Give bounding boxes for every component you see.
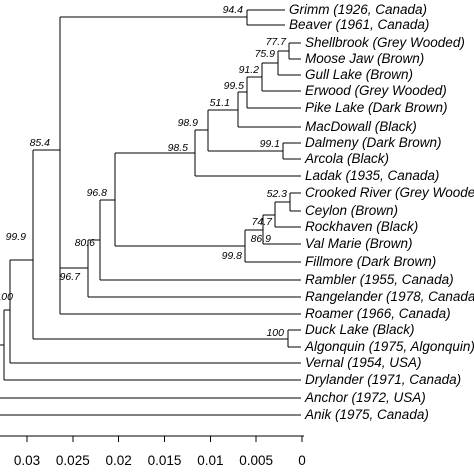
leaf-label: Roamer (1966, Canada) xyxy=(305,306,451,321)
leaf-label: Arcola (Black) xyxy=(304,151,389,166)
axis-tick-label: 0.005 xyxy=(239,453,273,468)
leaf-label: Erwood (Grey Wooded) xyxy=(305,83,447,98)
leaf-label: Rambler (1955, Canada) xyxy=(305,272,454,287)
bootstrap-value: 100 xyxy=(0,291,13,303)
bootstrap-value: 96.7 xyxy=(60,271,82,283)
leaf-label: Dalmeny (Dark Brown) xyxy=(305,135,442,150)
bootstrap-value: 77.7 xyxy=(266,36,288,48)
bootstrap-value: 94.4 xyxy=(223,4,244,16)
leaf-label: Grimm (1926, Canada) xyxy=(289,2,427,17)
leaf-label: Duck Lake (Black) xyxy=(305,322,415,337)
bootstrap-value: 99.5 xyxy=(224,80,245,92)
bootstrap-value: 96.8 xyxy=(87,187,108,199)
bootstrap-value: 98.5 xyxy=(168,142,189,154)
leaf-label: Beaver (1961, Canada) xyxy=(289,17,429,32)
axis-tick-label: 0.015 xyxy=(148,453,182,468)
axis-tick-label: 0 xyxy=(298,453,306,468)
leaf-label: Ladak (1935, Canada) xyxy=(305,168,439,183)
bootstrap-value: 98.9 xyxy=(178,117,199,129)
leaf-label: MacDowall (Black) xyxy=(305,119,417,134)
axis-tick-label: 0.025 xyxy=(56,453,90,468)
bootstrap-value: 74.7 xyxy=(252,216,274,228)
bootstrap-value: 99.9 xyxy=(6,231,27,243)
leaf-label: Anchor (1972, USA) xyxy=(304,390,426,405)
leaf-label: Ceylon (Brown) xyxy=(305,203,398,218)
bootstrap-value: 52.3 xyxy=(267,188,288,200)
bootstrap-value: 51.1 xyxy=(210,97,230,109)
bootstrap-values: 94.4 77.7 75.9 91.2 99.5 51.1 98.9 99.1 … xyxy=(0,4,287,339)
bootstrap-value: 75.9 xyxy=(255,48,276,60)
leaf-labels: Grimm (1926, Canada) Beaver (1961, Canad… xyxy=(289,2,474,422)
leaf-label: Algonquin (1975, Algonquin) xyxy=(304,339,474,354)
leaf-label: Vernal (1954, USA) xyxy=(305,355,422,370)
leaf-label: Rangelander (1978, Canada) xyxy=(305,289,474,304)
leaf-label: Drylander (1971, Canada) xyxy=(305,372,461,387)
leaf-label: Val Marie (Brown) xyxy=(305,236,413,251)
leaf-label: Moose Jaw (Brown) xyxy=(305,51,424,66)
bootstrap-value: 91.2 xyxy=(239,64,260,76)
axis-tick-label: 0.02 xyxy=(106,453,132,468)
axis-tick-label: 0.01 xyxy=(197,453,223,468)
leaf-label: Anik (1975, Canada) xyxy=(304,407,429,422)
bootstrap-value: 80.6 xyxy=(75,237,96,249)
axis-ticks: 0.03 0.025 0.02 0.015 0.01 0.005 0 xyxy=(14,436,306,468)
leaf-label: Shellbrook (Grey Wooded) xyxy=(305,35,465,50)
leaf-label: Crooked River (Grey Wooded) xyxy=(305,185,474,200)
tree-branches xyxy=(0,9,301,416)
x-axis: 0.03 0.025 0.02 0.015 0.01 0.005 0 xyxy=(0,435,306,468)
bootstrap-value: 100 xyxy=(266,327,284,339)
bootstrap-value: 85.4 xyxy=(30,137,51,149)
bootstrap-value: 99.1 xyxy=(260,138,280,150)
leaf-label: Gull Lake (Brown) xyxy=(305,67,413,82)
leaf-label: Fillmore (Dark Brown) xyxy=(305,254,436,269)
bootstrap-value: 99.8 xyxy=(222,250,243,262)
bootstrap-value: 86.9 xyxy=(251,233,272,245)
leaf-label: Pike Lake (Dark Brown) xyxy=(305,100,448,115)
leaf-label: Rockhaven (Black) xyxy=(305,219,418,234)
axis-tick-label: 0.03 xyxy=(14,453,40,468)
